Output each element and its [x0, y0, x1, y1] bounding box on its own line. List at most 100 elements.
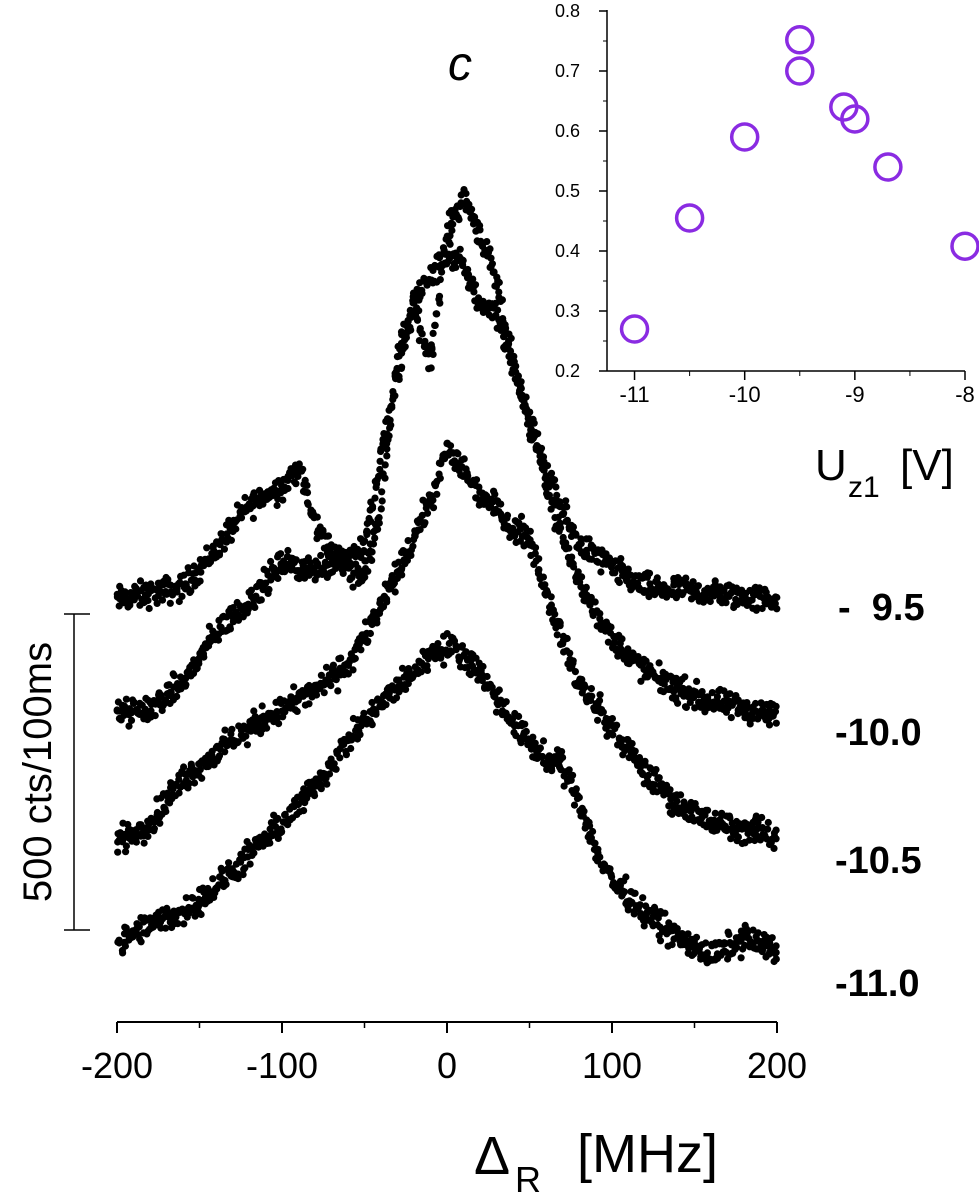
data-point [569, 771, 577, 779]
data-point [242, 732, 250, 740]
data-point [502, 698, 510, 706]
data-point [613, 721, 621, 729]
data-point [553, 491, 561, 499]
data-point [332, 676, 340, 684]
data-point [608, 873, 616, 881]
inset-x-tick-label: -8 [955, 382, 975, 407]
data-point [497, 500, 505, 508]
series-2 [114, 439, 780, 856]
data-point [631, 889, 639, 897]
data-point [566, 649, 574, 657]
data-point [640, 922, 648, 930]
data-point [500, 323, 508, 332]
main-spectra [113, 186, 781, 967]
data-point [122, 842, 130, 850]
data-point [746, 720, 754, 728]
data-point [464, 472, 472, 480]
scale-bar-label: 500 cts/100ms [16, 642, 60, 902]
data-point [277, 550, 285, 558]
inset-y-tick-label: 0.2 [555, 361, 580, 381]
data-point [215, 551, 224, 559]
data-point [304, 500, 312, 509]
data-point [279, 496, 287, 504]
main-x-axis: -200 -100 0 100 200 [81, 1021, 807, 1086]
data-point [303, 489, 312, 497]
data-point [743, 925, 751, 933]
data-point [322, 663, 331, 671]
data-point [754, 929, 762, 937]
data-point [457, 201, 465, 209]
data-point [405, 665, 413, 673]
data-point [440, 661, 448, 669]
data-point [346, 559, 354, 567]
data-point [541, 581, 549, 589]
data-point [313, 513, 321, 521]
data-point [770, 832, 779, 841]
data-point [655, 774, 663, 782]
data-point [265, 585, 273, 594]
data-point [171, 693, 180, 701]
data-point [492, 299, 500, 307]
data-point [395, 375, 403, 383]
data-point [357, 553, 365, 562]
inset-point [873, 152, 903, 182]
data-point [349, 666, 357, 674]
data-point [323, 780, 331, 788]
data-point [364, 567, 372, 575]
data-point [303, 481, 311, 489]
data-point [263, 724, 271, 732]
data-point [494, 306, 502, 314]
data-point [553, 631, 561, 639]
main-xlabel-symbol: Δ [474, 1126, 510, 1186]
data-point [508, 715, 517, 723]
data-point [772, 702, 780, 711]
data-point [713, 693, 722, 701]
data-point [368, 548, 376, 556]
data-point [397, 565, 406, 574]
data-point [589, 827, 597, 836]
data-point [320, 689, 328, 697]
data-point [764, 818, 772, 827]
data-point [582, 583, 590, 592]
data-point [708, 689, 716, 697]
data-point [586, 601, 594, 609]
data-point [692, 933, 701, 941]
data-point [548, 767, 556, 775]
data-point [536, 446, 545, 454]
data-point [772, 719, 780, 727]
data-point [190, 779, 199, 787]
data-point [577, 540, 585, 548]
data-point [436, 299, 444, 307]
main-x-tick-label: 0 [437, 1045, 457, 1086]
data-point [317, 551, 325, 560]
data-point [651, 781, 659, 789]
data-point [398, 571, 406, 579]
data-point [645, 569, 654, 577]
data-point [682, 574, 690, 582]
inset-x-tick-label: -10 [729, 382, 761, 407]
data-point [427, 364, 435, 372]
data-point [449, 220, 457, 228]
data-point [382, 701, 390, 709]
series-labels: - 9.5 -10.0 -10.5 -11.0 [835, 587, 925, 1005]
data-point [196, 577, 204, 585]
data-point [585, 535, 593, 543]
data-point [526, 408, 534, 416]
data-point [259, 500, 267, 508]
data-point [162, 807, 170, 816]
series-label-11.0: -11.0 [835, 963, 920, 1005]
data-point [433, 490, 441, 498]
data-point [538, 456, 546, 464]
data-point [378, 497, 386, 505]
inset-y-tick-label: 0.4 [555, 241, 580, 261]
inset-point [840, 104, 870, 134]
data-point [522, 727, 530, 736]
data-point [596, 691, 604, 699]
data-point [377, 505, 385, 513]
data-point [557, 524, 565, 532]
data-point [453, 643, 461, 651]
data-point [341, 564, 349, 572]
data-point [545, 491, 554, 499]
data-point [381, 474, 389, 482]
data-point [418, 289, 426, 297]
